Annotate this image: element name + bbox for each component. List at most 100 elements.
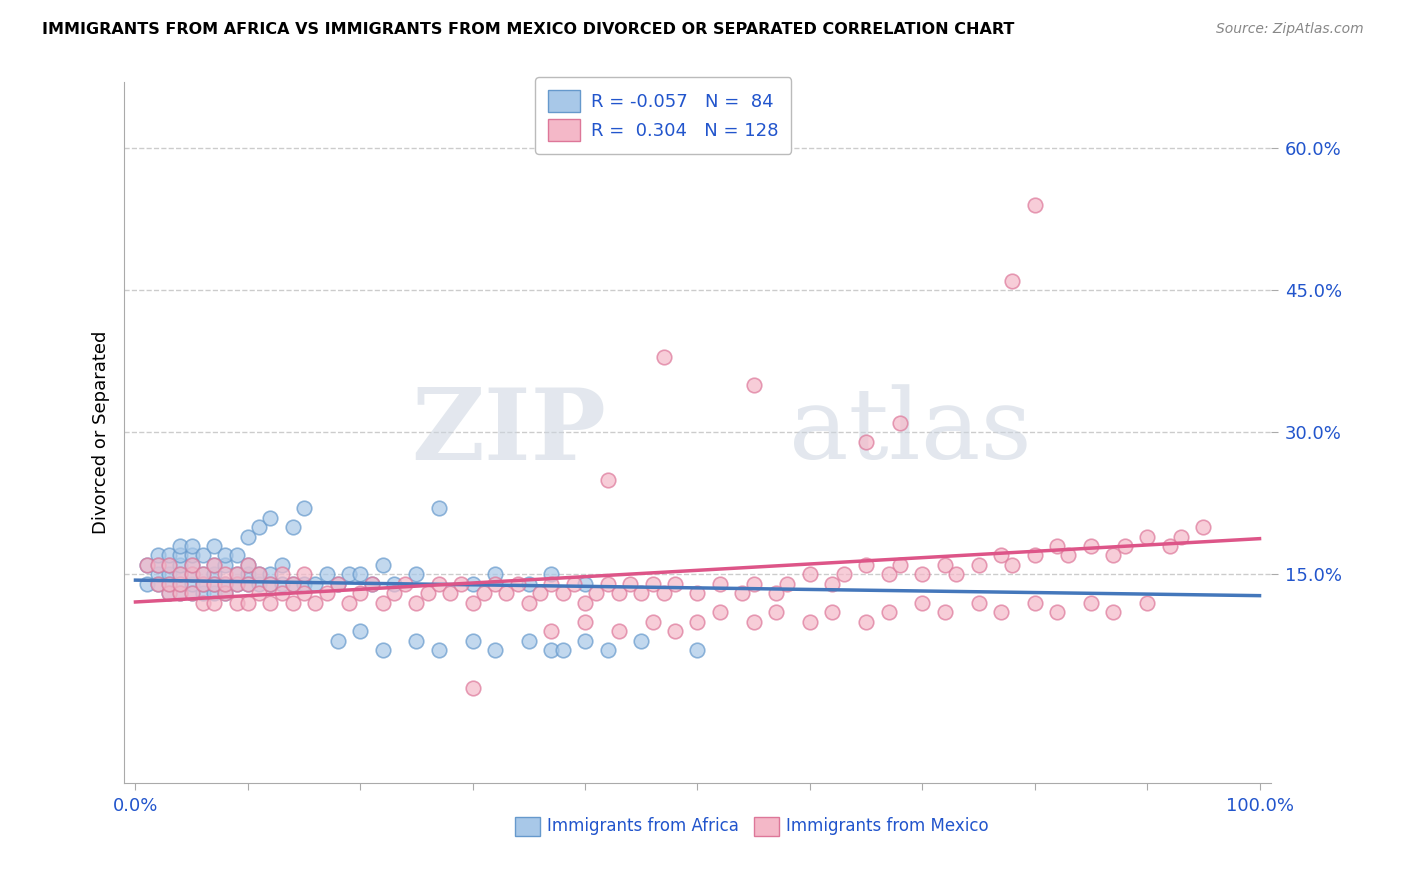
Point (202, 596, 225, 610)
Point (1024, 198, 1046, 212)
Point (371, 643, 394, 657)
Point (371, 558, 394, 572)
Point (765, 586, 787, 600)
Point (214, 577, 236, 591)
Point (945, 567, 967, 582)
Point (259, 577, 281, 591)
Point (326, 577, 349, 591)
Point (382, 577, 405, 591)
Point (146, 558, 169, 572)
Point (360, 577, 382, 591)
Point (1136, 596, 1159, 610)
Point (472, 586, 495, 600)
Point (202, 577, 225, 591)
Point (405, 633, 427, 648)
Point (180, 567, 202, 582)
Point (484, 577, 506, 591)
Point (157, 577, 180, 591)
Point (157, 549, 180, 563)
Point (1057, 549, 1080, 563)
Point (1170, 530, 1192, 544)
Point (169, 567, 191, 582)
Point (1001, 274, 1024, 288)
Point (349, 624, 371, 639)
Point (832, 567, 855, 582)
Point (585, 586, 607, 600)
Point (1024, 549, 1046, 563)
Point (180, 549, 202, 563)
Point (292, 577, 315, 591)
Point (664, 624, 686, 639)
Point (157, 586, 180, 600)
Point (315, 567, 337, 582)
Point (146, 577, 169, 591)
Point (540, 567, 562, 582)
Point (191, 586, 214, 600)
Point (517, 633, 540, 648)
Point (450, 577, 472, 591)
Point (855, 615, 877, 629)
Point (281, 577, 304, 591)
Point (652, 350, 675, 364)
Point (607, 624, 630, 639)
Y-axis label: Divorced or Separated: Divorced or Separated (93, 331, 110, 534)
Point (889, 558, 911, 572)
Point (427, 577, 450, 591)
Point (1136, 530, 1159, 544)
Point (225, 596, 247, 610)
Point (641, 577, 664, 591)
Point (574, 615, 596, 629)
Point (540, 643, 562, 657)
Point (180, 586, 202, 600)
Point (191, 567, 214, 582)
Point (382, 586, 405, 600)
Point (146, 558, 169, 572)
Text: Immigrants from Africa: Immigrants from Africa (547, 817, 740, 836)
Point (495, 586, 517, 600)
Point (911, 567, 934, 582)
Point (236, 558, 259, 572)
Point (191, 577, 214, 591)
Point (292, 586, 315, 600)
Point (214, 586, 236, 600)
Point (596, 643, 619, 657)
Point (990, 549, 1012, 563)
Point (135, 577, 157, 591)
Point (1102, 605, 1125, 619)
Point (911, 596, 934, 610)
Point (990, 605, 1012, 619)
Point (281, 577, 304, 591)
Point (225, 567, 247, 582)
Point (315, 586, 337, 600)
Point (292, 567, 315, 582)
Point (742, 615, 765, 629)
Point (517, 577, 540, 591)
Point (405, 567, 427, 582)
Point (214, 567, 236, 582)
Point (619, 577, 641, 591)
Point (1159, 539, 1181, 553)
Point (934, 605, 956, 619)
Point (214, 577, 236, 591)
Point (877, 567, 900, 582)
Point (270, 558, 292, 572)
Point (236, 558, 259, 572)
Point (405, 596, 427, 610)
Point (236, 577, 259, 591)
Point (292, 501, 315, 516)
Point (169, 586, 191, 600)
Point (967, 596, 990, 610)
Point (731, 586, 754, 600)
Point (180, 577, 202, 591)
Point (799, 567, 821, 582)
Point (202, 558, 225, 572)
Point (169, 586, 191, 600)
Point (326, 633, 349, 648)
Point (484, 643, 506, 657)
Point (540, 577, 562, 591)
Point (799, 615, 821, 629)
Point (259, 577, 281, 591)
Point (461, 681, 484, 695)
Point (236, 530, 259, 544)
Point (202, 558, 225, 572)
